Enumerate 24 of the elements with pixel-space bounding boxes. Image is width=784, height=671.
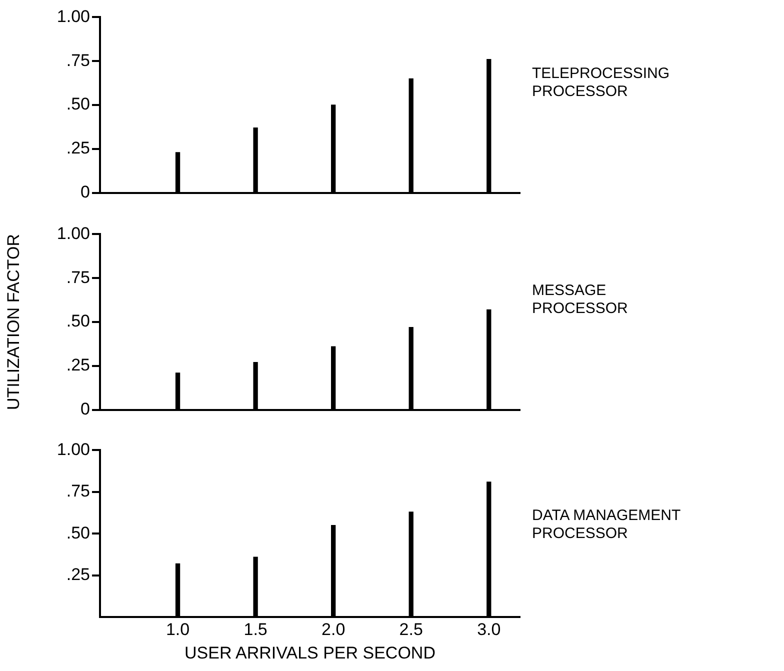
text: TELEPROCESSING PROCESSOR xyxy=(532,65,671,101)
y-tick-label: .75 xyxy=(66,268,90,287)
y-tick-label: .50 xyxy=(66,312,90,331)
y-tick-label: 0 xyxy=(80,399,90,418)
y-tick-label: .25 xyxy=(66,138,90,158)
y-tick-label: .50 xyxy=(66,523,90,542)
x-tick-label: 1.0 xyxy=(166,620,190,640)
x-axis-title: USER ARRIVALS PER SECOND xyxy=(184,643,436,662)
y-tick-label: .25 xyxy=(66,356,90,375)
y-tick-label: .75 xyxy=(66,482,90,501)
x-tick-label: 3.0 xyxy=(477,620,501,640)
y-tick-label: .25 xyxy=(66,565,90,584)
x-tick-label: 2.0 xyxy=(322,620,346,640)
y-tick-label: 1.00 xyxy=(56,6,90,26)
text: DATA MANAGEMENT PROCESSOR xyxy=(532,507,682,543)
y-tick-label: 1.00 xyxy=(56,440,90,459)
x-tick-label: 1.5 xyxy=(244,620,268,640)
y-tick-label: 1.00 xyxy=(56,224,90,243)
y-tick-label: .75 xyxy=(66,50,90,70)
text: MESSAGE PROCESSOR xyxy=(532,282,629,318)
y-axis-title: UTILIZATION FACTOR xyxy=(4,234,23,410)
y-tick-label: .50 xyxy=(66,94,90,114)
x-tick-label: 2.5 xyxy=(399,620,423,640)
y-tick-label: 0 xyxy=(80,182,90,202)
